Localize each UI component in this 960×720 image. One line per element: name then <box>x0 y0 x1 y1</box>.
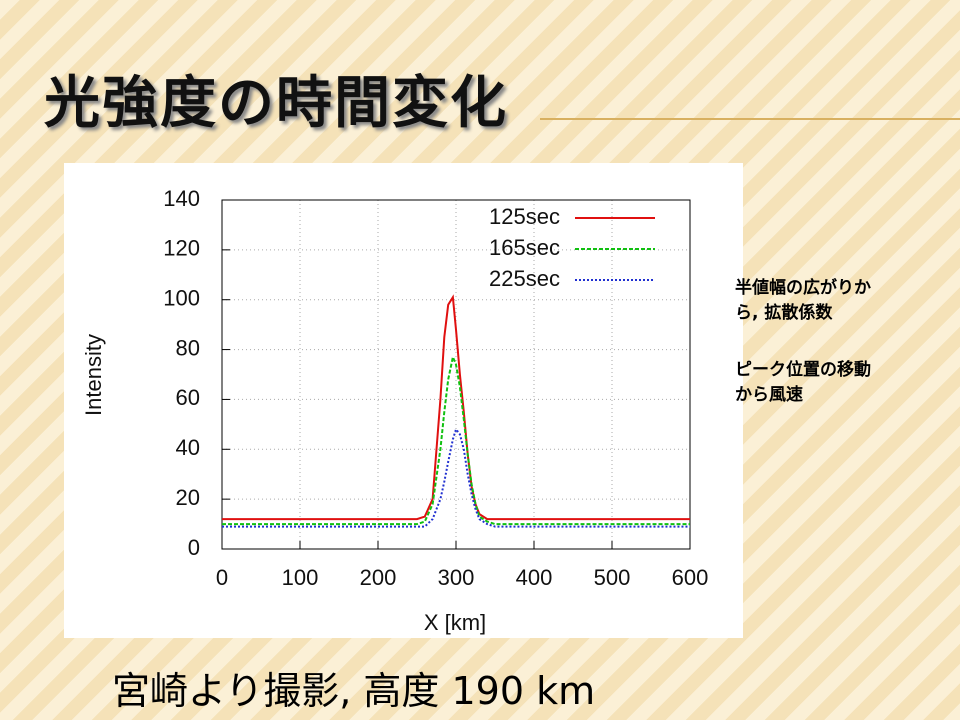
y-tick-label: 140 <box>163 186 200 211</box>
data-line <box>222 353 690 526</box>
x-axis-label: X [km] <box>424 610 486 635</box>
y-tick-label: 0 <box>188 535 200 560</box>
x-tick-label: 200 <box>360 565 397 590</box>
x-tick-label: 400 <box>516 565 553 590</box>
y-tick-label: 120 <box>163 236 200 261</box>
note-line: ピーク位置の移動 <box>735 360 871 380</box>
legend-label: 125sec <box>489 204 560 229</box>
data-line <box>222 427 690 528</box>
y-tick-label: 80 <box>176 335 200 360</box>
caption: 宮崎より撮影, 高度 190 km <box>112 669 596 713</box>
chart-panel <box>64 163 743 638</box>
x-tick-label: 300 <box>438 565 475 590</box>
legend-label: 165sec <box>489 235 560 260</box>
x-tick-label: 500 <box>594 565 631 590</box>
note-line: ら, 拡散係数 <box>735 303 833 323</box>
slide-title: 光強度の時間変化 <box>44 71 508 136</box>
legend-label: 225sec <box>489 266 560 291</box>
y-tick-label: 20 <box>176 485 200 510</box>
y-axis-label: Intensity <box>81 334 106 416</box>
plot-frame <box>221 199 691 550</box>
note: 半値幅の広がりか ら, 拡散係数 <box>735 276 871 326</box>
y-tick-label: 100 <box>163 286 200 311</box>
y-tick-label: 40 <box>176 435 200 460</box>
title-rule <box>540 118 960 120</box>
data-line <box>222 294 690 521</box>
x-tick-label: 0 <box>216 565 228 590</box>
note: ピーク位置の移動 から風速 <box>735 358 871 408</box>
note-line: 半値幅の広がりか <box>735 278 871 298</box>
x-tick-label: 600 <box>672 565 709 590</box>
x-tick-label: 100 <box>282 565 319 590</box>
y-tick-label: 60 <box>176 385 200 410</box>
note-line: から風速 <box>735 385 803 405</box>
